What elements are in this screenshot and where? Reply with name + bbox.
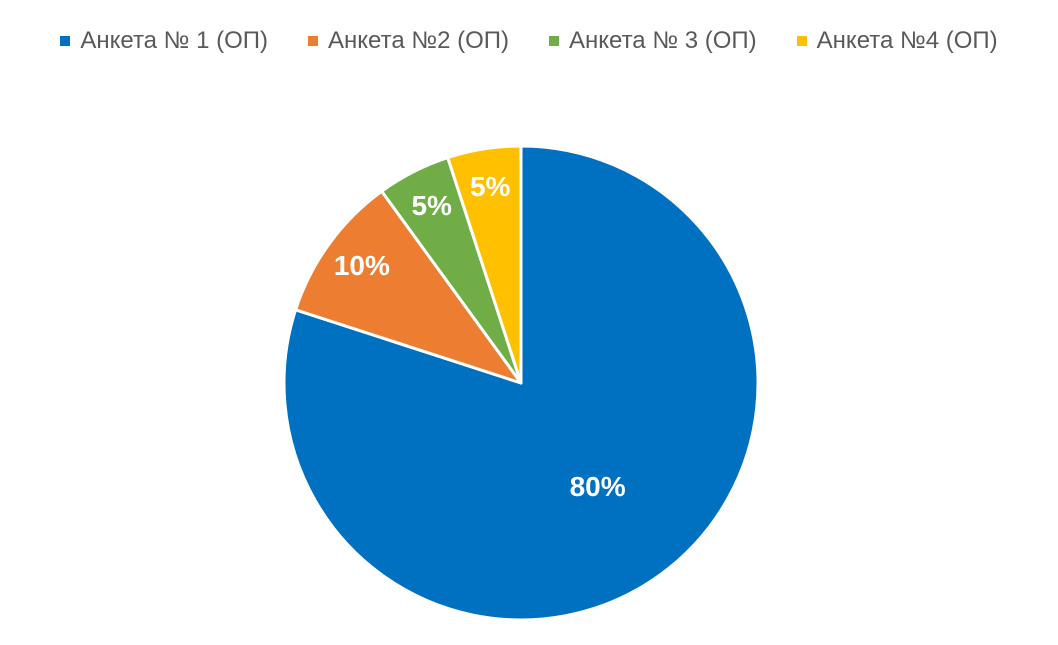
pie-slice <box>294 189 523 385</box>
legend: Анкета № 1 (ОП) Анкета №2 (ОП) Анкета № 3 … <box>0 27 1058 55</box>
legend-item: Анкета № 1 (ОП) <box>60 27 268 55</box>
legend-swatch <box>549 36 559 46</box>
data-label: 5% <box>470 171 511 202</box>
legend-swatch <box>308 36 319 46</box>
legend-label: Анкета № 1 (ОП) <box>80 27 269 54</box>
legend-label: Анкета №2 (ОП) <box>328 27 509 54</box>
legend-swatch <box>796 36 807 46</box>
legend-label: Анкета №4 (ОП) <box>816 27 998 54</box>
pie-slice <box>446 144 523 385</box>
data-label: 5% <box>411 190 452 221</box>
legend-item: Анкета № 3 (ОП) <box>549 27 757 55</box>
data-label: 80% <box>570 471 626 502</box>
data-label: 10% <box>334 250 390 281</box>
legend-item: Анкета №2 (ОП) <box>308 27 509 55</box>
legend-label: Анкета № 3 (ОП) <box>569 27 757 54</box>
legend-swatch <box>60 36 71 46</box>
legend-item: Анкета №4 (ОП) <box>796 27 998 55</box>
